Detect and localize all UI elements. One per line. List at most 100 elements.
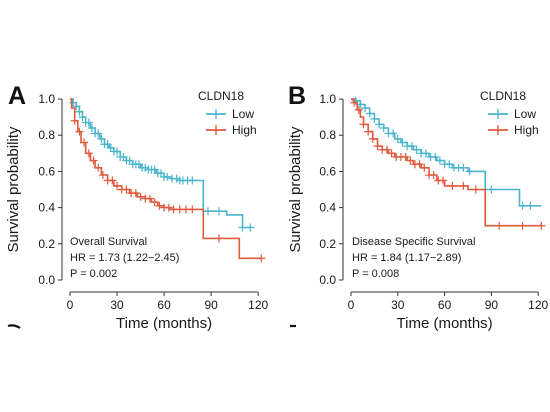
censor-mark-low [87,124,96,132]
y-axis-title: Survival probability [287,126,304,252]
censor-mark-low [445,160,454,169]
censor-mark-high [70,116,79,125]
censor-mark-low [214,207,223,216]
censor-mark-low [370,114,379,123]
y-tick-label: 1.0 [38,92,55,106]
censor-mark-high [108,176,117,185]
censor-mark-low [465,167,474,176]
x-tick-label: 120 [528,298,548,312]
annotation-line: HR = 1.73 (1.22−2.45) [70,252,179,264]
censor-mark-high [415,160,424,169]
censor-mark-high [75,127,84,136]
x-axis-title: Time (months) [116,315,212,332]
censor-mark-high [98,171,107,180]
censor-mark-low [113,147,122,156]
y-tick-label: 0.4 [38,201,55,215]
chart-panel-a: A 0.0 0.2 0.4 0.6 0.8 1.0 0 30 60 90 120 Time (month… [5,82,268,332]
censor-mark-high [420,163,429,172]
censor-mark-high [350,98,359,107]
censor-mark-high [439,176,448,185]
censor-mark-low [379,124,388,132]
y-tick-label: 0.2 [38,237,55,251]
censor-mark-high [387,149,396,158]
censor-mark-high [429,171,438,180]
censor-mark-high [518,221,527,230]
censor-mark-high [155,201,164,210]
censor-mark-high [368,134,377,143]
censor-mark-high [164,203,173,212]
censor-mark-low [246,223,255,232]
censor-mark-low [389,129,398,138]
censor-mark-low [163,172,172,181]
censor-mark-low [412,145,421,154]
censor-mark-high [257,254,266,263]
legend-title: CLDN18 [198,89,244,103]
x-tick-label: 60 [438,298,452,312]
censor-mark-low [361,104,370,113]
panel-letter: A [8,82,26,110]
censor-mark-low [421,149,430,158]
y-tick-label: 0.2 [319,237,336,251]
censor-mark-low [78,113,87,122]
censor-mark-high [448,181,457,190]
censor-mark-low [203,207,212,216]
censor-mark-high [145,194,154,203]
censor-mark-low [459,163,468,172]
censor-mark-low [75,107,84,116]
censor-mark-low [188,176,197,185]
censor-mark-high [406,156,415,165]
x-axis-title: Time (months) [397,315,493,332]
legend-label-high: High [232,123,257,137]
y-tick-label: 1.0 [319,92,336,106]
legend-label-low: Low [514,107,536,121]
censor-mark-low [431,152,440,161]
censor-mark-high [373,142,382,151]
censor-mark-high [471,185,480,194]
x-tick-label: 90 [485,298,499,312]
km-curve-high [351,98,542,227]
km-curve-low [351,98,542,207]
censor-mark-low [435,156,444,165]
censor-mark-high [136,192,145,201]
x-tick-label: 120 [248,298,268,312]
legend-label-high: High [514,123,539,137]
censor-mark-high [354,105,363,114]
censor-mark-low [97,134,106,143]
x-tick-label: 30 [110,298,124,312]
censor-mark-high [214,234,223,243]
y-tick-label: 0.6 [319,164,336,178]
cropped-fragment [7,324,21,329]
annotation-line: P = 0.008 [352,268,399,280]
x-tick-label: 0 [67,298,74,312]
y-tick-label: 0.0 [38,273,55,287]
censor-mark-low [351,96,360,105]
legend-title: CLDN18 [480,89,526,103]
y-tick-label: 0.0 [319,273,336,287]
censor-mark-high [94,163,103,172]
annotation-line: P = 0.002 [70,268,117,280]
censor-mark-low [94,129,103,138]
x-tick-label: 30 [391,298,405,312]
y-tick-label: 0.6 [38,164,55,178]
km-curve-low [70,98,251,229]
censor-mark-low [526,201,535,210]
annotation-line: Overall Survival [70,236,147,248]
x-tick-label: 0 [348,298,355,312]
x-tick-label: 90 [204,298,218,312]
censor-mark-low [518,201,527,210]
x-tick-label: 60 [157,298,171,312]
censor-mark-high [495,221,504,230]
censor-mark-low [72,102,81,111]
panel-letter: B [288,82,306,110]
censor-mark-high [359,120,368,129]
censor-mark-low [398,138,407,147]
censor-mark-high [80,138,89,147]
annotation-line: HR = 1.84 (1.17−2.89) [352,252,461,264]
y-axis-title: Survival probability [5,126,22,252]
legend-label-low: Low [232,107,254,121]
censor-mark-low [84,118,93,127]
censor-mark-low [238,223,247,232]
censor-mark-low [365,109,374,118]
censor-mark-high [401,152,410,161]
